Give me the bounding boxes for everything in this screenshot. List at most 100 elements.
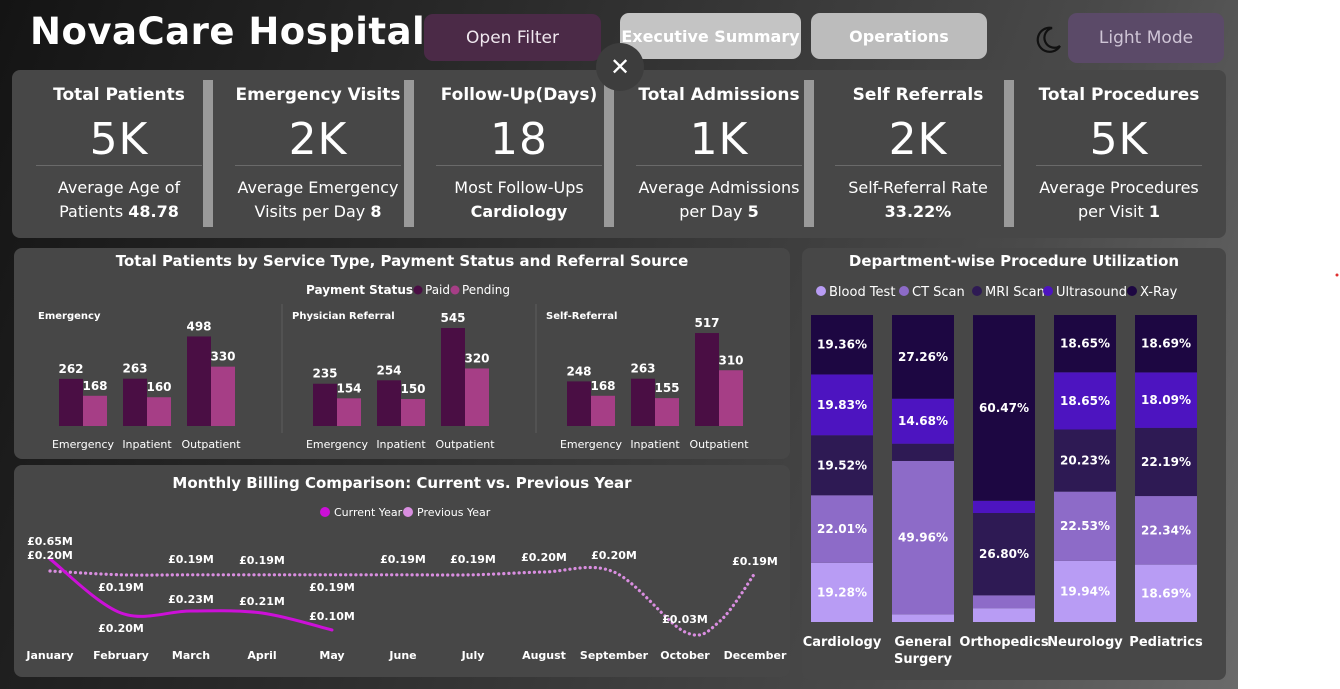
bar-paid: [377, 380, 401, 426]
bar-label-paid: 545: [440, 311, 465, 325]
operations-button[interactable]: Operations: [811, 13, 987, 59]
department-chart: Blood Test CT Scan MRI Scan Ultrasound X-Ray…: [803, 285, 1203, 667]
kpi-separator: [804, 80, 814, 227]
bar-pending: [83, 395, 107, 426]
x-axis-label: April: [247, 649, 276, 662]
legend-previous-label: Previous Year: [417, 506, 491, 519]
segment-label: 26.80%: [979, 547, 1029, 561]
data-label-current-year: £0.10M: [309, 610, 355, 623]
bar-label-pending: 150: [400, 382, 425, 396]
department-chart-panel: Department-wise Procedure Utilization Bl…: [802, 248, 1226, 680]
bar-pending: [147, 397, 171, 426]
open-filter-button[interactable]: Open Filter: [424, 14, 601, 61]
red-dot-marker: [1335, 273, 1339, 277]
legend-paid-marker: [413, 285, 423, 295]
stacked-segment: [1054, 372, 1116, 430]
stacked-segment: [1135, 496, 1197, 565]
data-label-previous-year: £0.19M: [450, 553, 496, 566]
category-label: Inpatient: [122, 438, 172, 451]
stacked-segment: [1054, 560, 1116, 622]
kpi-separator: [203, 80, 213, 227]
x-axis-label: May: [319, 649, 344, 662]
data-label-previous-year: £0.19M: [309, 581, 355, 594]
x-axis-label: August: [522, 649, 566, 662]
category-label: Emergency: [306, 438, 369, 451]
close-button[interactable]: ✕: [596, 43, 644, 91]
data-label-previous-year: £0.20M: [27, 549, 73, 562]
bar-label-paid: 254: [376, 363, 401, 377]
kpi-title: Self Referrals: [852, 85, 984, 105]
segment-label: 18.65%: [1060, 337, 1110, 351]
kpi-sub-text: Average Emergency Visits per Day: [237, 178, 399, 221]
data-label-current-year: £0.65M: [27, 535, 73, 548]
kpi-subtitle: Average Procedures per Visit 1: [1034, 176, 1204, 224]
legend-current-marker: [320, 507, 330, 517]
x-axis-label: June: [388, 649, 416, 662]
stacked-segment: [811, 374, 873, 436]
category-label: General: [894, 635, 951, 650]
data-label-previous-year: £0.19M: [380, 553, 426, 566]
stacked-segment: [892, 614, 954, 622]
kpi-title: Total Patients: [53, 85, 185, 105]
department-chart-title: Department-wise Procedure Utilization: [848, 252, 1180, 270]
stacked-segment: [892, 443, 954, 461]
series-line-previous-year: [48, 565, 757, 637]
bar-pending: [655, 398, 679, 426]
stacked-segment: [973, 315, 1035, 501]
kpi-value: 1K: [689, 114, 749, 165]
category-label: Outpatient: [689, 438, 749, 451]
legend-current-label: Current Year: [334, 506, 403, 519]
bar-label-pending: 154: [336, 381, 361, 395]
x-axis-label: September: [580, 649, 649, 662]
kpi-sub-value: Cardiology: [470, 202, 568, 221]
kpi-value: 2K: [888, 114, 948, 165]
legend-previous-marker: [403, 507, 413, 517]
patients-chart-panel: Total Patients by Service Type, Payment …: [14, 248, 790, 459]
light-mode-button[interactable]: Light Mode: [1068, 13, 1224, 63]
kpi-sub-text: Average Age of Patients: [57, 178, 181, 221]
kpi-sub-text: Self-Referral Rate: [848, 178, 988, 197]
bar-paid: [567, 381, 591, 426]
segment-label: 19.94%: [1060, 584, 1110, 598]
segment-label: 22.53%: [1060, 519, 1110, 533]
category-label: Pediatrics: [1129, 635, 1203, 650]
bar-paid: [187, 336, 211, 426]
segment-label: 19.36%: [817, 338, 867, 352]
bar-label-pending: 310: [718, 353, 743, 367]
segment-label: 18.69%: [1141, 337, 1191, 351]
kpi-title: Follow-Up(Days): [440, 85, 598, 105]
legend-marker: [972, 286, 982, 296]
category-label: Surgery: [894, 652, 953, 667]
data-label-current-year: £0.20M: [98, 622, 144, 635]
kpi-subtitle: Average Emergency Visits per Day 8: [233, 176, 403, 224]
patients-chart-title: Total Patients by Service Type, Payment …: [115, 252, 689, 270]
panel-title: Self-Referral: [546, 311, 617, 322]
kpi-divider: [835, 165, 1001, 166]
data-label-previous-year: £0.19M: [732, 555, 778, 568]
legend-label: Ultrasound: [1056, 285, 1127, 300]
bar-paid: [631, 378, 655, 426]
stacked-segment: [1135, 315, 1197, 373]
kpi-sub-text: Most Follow-Ups: [454, 178, 584, 197]
bar-label-paid: 263: [630, 362, 655, 376]
moon-icon[interactable]: [1032, 24, 1064, 56]
legend-label: Blood Test: [829, 285, 895, 300]
stacked-segment: [892, 315, 954, 399]
bar-paid: [123, 378, 147, 426]
kpi-title: Total Procedures: [1038, 85, 1200, 105]
segment-label: 19.28%: [817, 585, 867, 599]
bar-paid: [695, 333, 719, 426]
kpi-separator: [1004, 80, 1014, 227]
kpi-sub-text: Average Admissions per Day: [638, 178, 800, 221]
bar-label-paid: 248: [566, 364, 591, 378]
executive-summary-button[interactable]: Executive Summary: [620, 13, 801, 59]
stacked-segment: [973, 500, 1035, 514]
panel-title: Emergency: [38, 311, 101, 322]
category-label: Outpatient: [435, 438, 495, 451]
stacked-segment: [1135, 372, 1197, 428]
kpi-panel: Total Patients 5K Average Age of Patient…: [12, 70, 1226, 238]
kpi-title: Emergency Visits: [235, 85, 401, 105]
kpi-divider: [436, 165, 602, 166]
category-label: Neurology: [1047, 635, 1123, 650]
kpi-sub-value: 48.78: [128, 202, 179, 221]
